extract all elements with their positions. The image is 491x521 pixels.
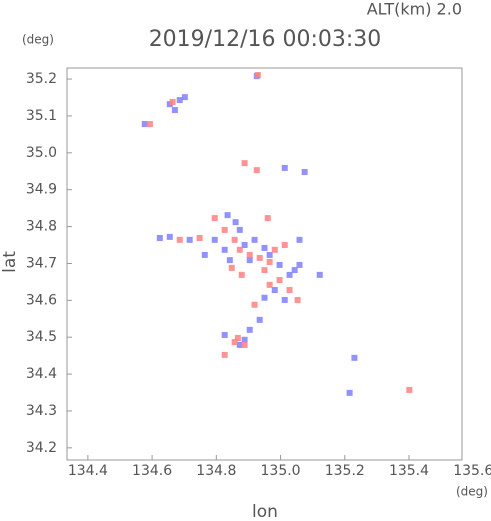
echo-cell (176, 97, 183, 104)
echo-cell (221, 246, 228, 253)
echo-cell (231, 338, 238, 345)
echo-cell (211, 236, 218, 243)
y-tick-label: 34.6 (26, 292, 57, 308)
chart-title: 2019/12/16 00:03:30 (149, 27, 382, 52)
echo-cell (251, 236, 258, 243)
y-tick-label: 34.4 (26, 366, 57, 382)
y-tick-label: 34.9 (26, 182, 57, 198)
echo-cell (169, 98, 176, 105)
echo-cell (196, 235, 203, 242)
echo-cell (301, 168, 308, 175)
echo-cell (201, 251, 208, 258)
echo-cell (296, 236, 303, 243)
y-axis-label: lat (0, 251, 20, 273)
echo-cell (241, 242, 248, 249)
echo-cell (266, 281, 273, 288)
x-tick-label: 135.2 (325, 463, 365, 479)
echo-cell (236, 226, 243, 233)
echo-cell (351, 354, 358, 361)
echo-cell (176, 236, 183, 243)
echo-cell (281, 242, 288, 249)
echo-cell (261, 294, 268, 301)
echo-cell (406, 386, 413, 393)
echo-cell (256, 254, 263, 261)
y-tick-label: 34.2 (26, 440, 57, 456)
echo-cell (224, 212, 231, 219)
echo-cell (156, 235, 163, 242)
echo-cell (246, 257, 253, 264)
y-tick-label: 35.0 (26, 145, 57, 161)
echo-cell (346, 389, 353, 396)
echo-cell (211, 215, 218, 222)
echo-cell (238, 271, 245, 278)
echo-cell (232, 219, 239, 226)
echo-cell (234, 334, 241, 341)
echo-cell (186, 236, 193, 243)
echo-cell (254, 72, 261, 79)
x-tick-label: 135.0 (261, 463, 301, 479)
echo-cell (246, 251, 253, 258)
echo-cell (231, 236, 238, 243)
echo-cell (291, 267, 298, 274)
echo-cell (271, 286, 278, 293)
echo-cell (221, 226, 228, 233)
echo-cell (261, 244, 268, 251)
echo-cell (241, 336, 248, 343)
x-tick-label: 134.4 (68, 463, 108, 479)
echo-cell (286, 286, 293, 293)
echo-cell (181, 94, 188, 101)
y-tick-label: 34.7 (26, 255, 57, 271)
echo-cell (281, 164, 288, 171)
echo-cell (241, 341, 248, 348)
echo-cell (226, 257, 233, 264)
y-unit: (deg) (22, 33, 54, 47)
x-tick-label: 134.6 (132, 463, 172, 479)
echo-cell (141, 121, 148, 128)
echo-cell (221, 331, 228, 338)
echo-cell (146, 121, 153, 128)
echo-cell (253, 167, 260, 174)
echo-cell (264, 215, 271, 222)
y-tick-label: 34.8 (26, 219, 57, 235)
echo-cell (316, 271, 323, 278)
x-tick-label: 135.4 (389, 463, 429, 479)
echo-cell (256, 316, 263, 323)
y-tick-label: 35.2 (26, 71, 57, 87)
y-tick-label: 34.3 (26, 403, 57, 419)
echo-cell (246, 326, 253, 333)
echo-cell (251, 301, 258, 308)
echo-cell (294, 296, 301, 303)
echo-cell (171, 107, 178, 114)
x-axis-label: lon (252, 502, 278, 521)
echo-cell (276, 261, 283, 268)
echo-cell (271, 246, 278, 253)
echo-cell (228, 264, 235, 271)
echo-cell (286, 271, 293, 278)
y-tick-label: 35.1 (26, 108, 57, 124)
echo-cell (276, 277, 283, 284)
x-tick-label: 135.6 (453, 463, 491, 479)
echo-cell (236, 341, 243, 348)
echo-cell (266, 251, 273, 258)
echo-cell (166, 233, 173, 240)
echo-cell (266, 258, 273, 265)
x-tick-label: 134.8 (196, 463, 236, 479)
plot-frame (66, 67, 463, 461)
echo-cell (236, 246, 243, 253)
echo-cell (241, 160, 248, 167)
y-tick-label: 34.5 (26, 329, 57, 345)
x-unit: (deg) (456, 485, 488, 499)
echo-cell (221, 351, 228, 358)
echo-cell (281, 296, 288, 303)
altitude-label: ALT(km) 2.0 (367, 0, 462, 19)
echo-cell (261, 267, 268, 274)
echo-cell (296, 261, 303, 268)
